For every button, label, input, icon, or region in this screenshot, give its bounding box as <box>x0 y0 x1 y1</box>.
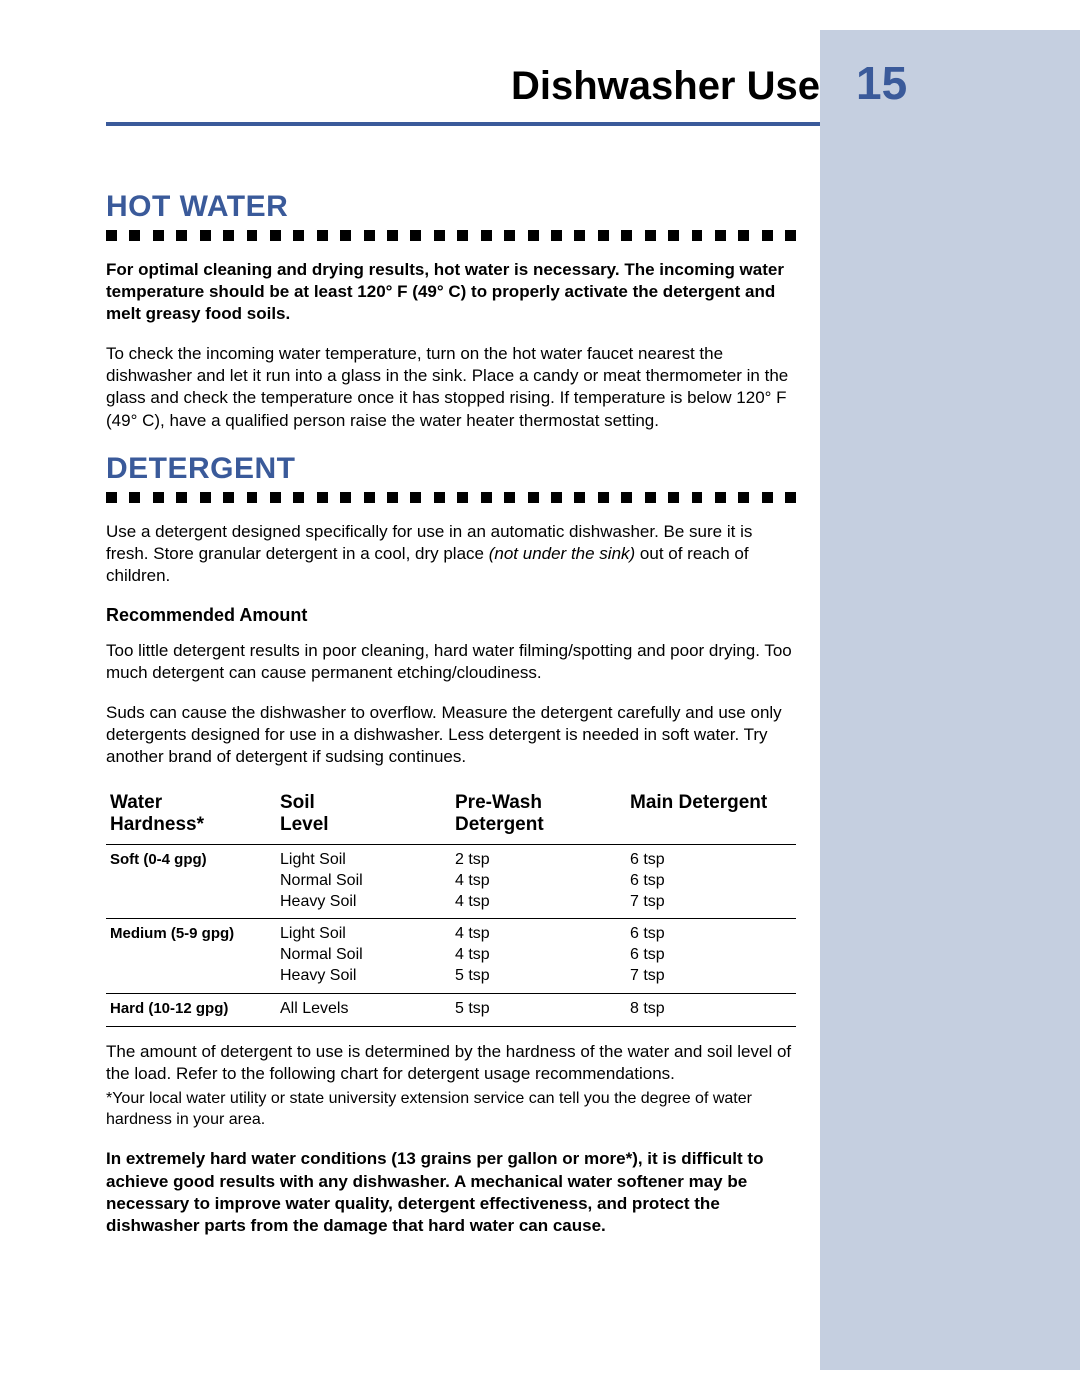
closing-bold-text: In extremely hard water conditions (13 g… <box>106 1148 796 1236</box>
page-header: Dishwasher Use 15 <box>90 56 1080 110</box>
detergent-para-1: Too little detergent results in poor cle… <box>106 640 796 684</box>
cell-soil: Light SoilNormal SoilHeavy Soil <box>276 919 451 993</box>
table-row: Medium (5-9 gpg)Light SoilNormal SoilHea… <box>106 919 796 993</box>
detergent-intro-text: Use a detergent designed specifically fo… <box>106 521 796 587</box>
after-table-para: The amount of detergent to use is determ… <box>106 1041 796 1085</box>
table-row: Soft (0-4 gpg)Light SoilNormal SoilHeavy… <box>106 845 796 919</box>
cell-soil: Light SoilNormal SoilHeavy Soil <box>276 845 451 919</box>
cell-main: 8 tsp <box>626 993 796 1026</box>
italic-text: (not under the sink) <box>489 544 635 563</box>
section-heading-hot-water: HOT WATER <box>106 190 796 224</box>
cell-hardness: Hard (10-12 gpg) <box>106 993 276 1026</box>
detergent-para-2: Suds can cause the dishwasher to overflo… <box>106 702 796 768</box>
cell-prewash: 4 tsp4 tsp5 tsp <box>451 919 626 993</box>
table-row: Hard (10-12 gpg)All Levels5 tsp8 tsp <box>106 993 796 1026</box>
cell-hardness: Soft (0-4 gpg) <box>106 845 276 919</box>
main-content: HOT WATER For optimal cleaning and dryin… <box>106 170 796 1255</box>
footnote-text: *Your local water utility or state unive… <box>106 1089 796 1131</box>
detergent-table: WaterHardness* SoilLevel Pre-WashDeterge… <box>106 786 796 1026</box>
col-header-main: Main Detergent <box>626 786 796 844</box>
cell-soil: All Levels <box>276 993 451 1026</box>
cell-main: 6 tsp6 tsp7 tsp <box>626 919 796 993</box>
header-rule <box>106 122 820 126</box>
page-number: 15 <box>840 56 1080 110</box>
table-header-row: WaterHardness* SoilLevel Pre-WashDeterge… <box>106 786 796 844</box>
hot-water-bold-text: For optimal cleaning and drying results,… <box>106 259 796 325</box>
side-panel <box>820 30 1080 1370</box>
cell-hardness: Medium (5-9 gpg) <box>106 919 276 993</box>
hot-water-body-text: To check the incoming water temperature,… <box>106 343 796 431</box>
cell-prewash: 5 tsp <box>451 993 626 1026</box>
section-heading-detergent: DETERGENT <box>106 452 796 486</box>
dotted-rule <box>106 492 796 503</box>
sub-heading-recommended-amount: Recommended Amount <box>106 605 796 626</box>
col-header-hardness: WaterHardness* <box>106 786 276 844</box>
col-header-soil: SoilLevel <box>276 786 451 844</box>
col-header-prewash: Pre-WashDetergent <box>451 786 626 844</box>
cell-main: 6 tsp6 tsp7 tsp <box>626 845 796 919</box>
page-title: Dishwasher Use <box>511 64 820 109</box>
dotted-rule <box>106 230 796 241</box>
cell-prewash: 2 tsp4 tsp4 tsp <box>451 845 626 919</box>
